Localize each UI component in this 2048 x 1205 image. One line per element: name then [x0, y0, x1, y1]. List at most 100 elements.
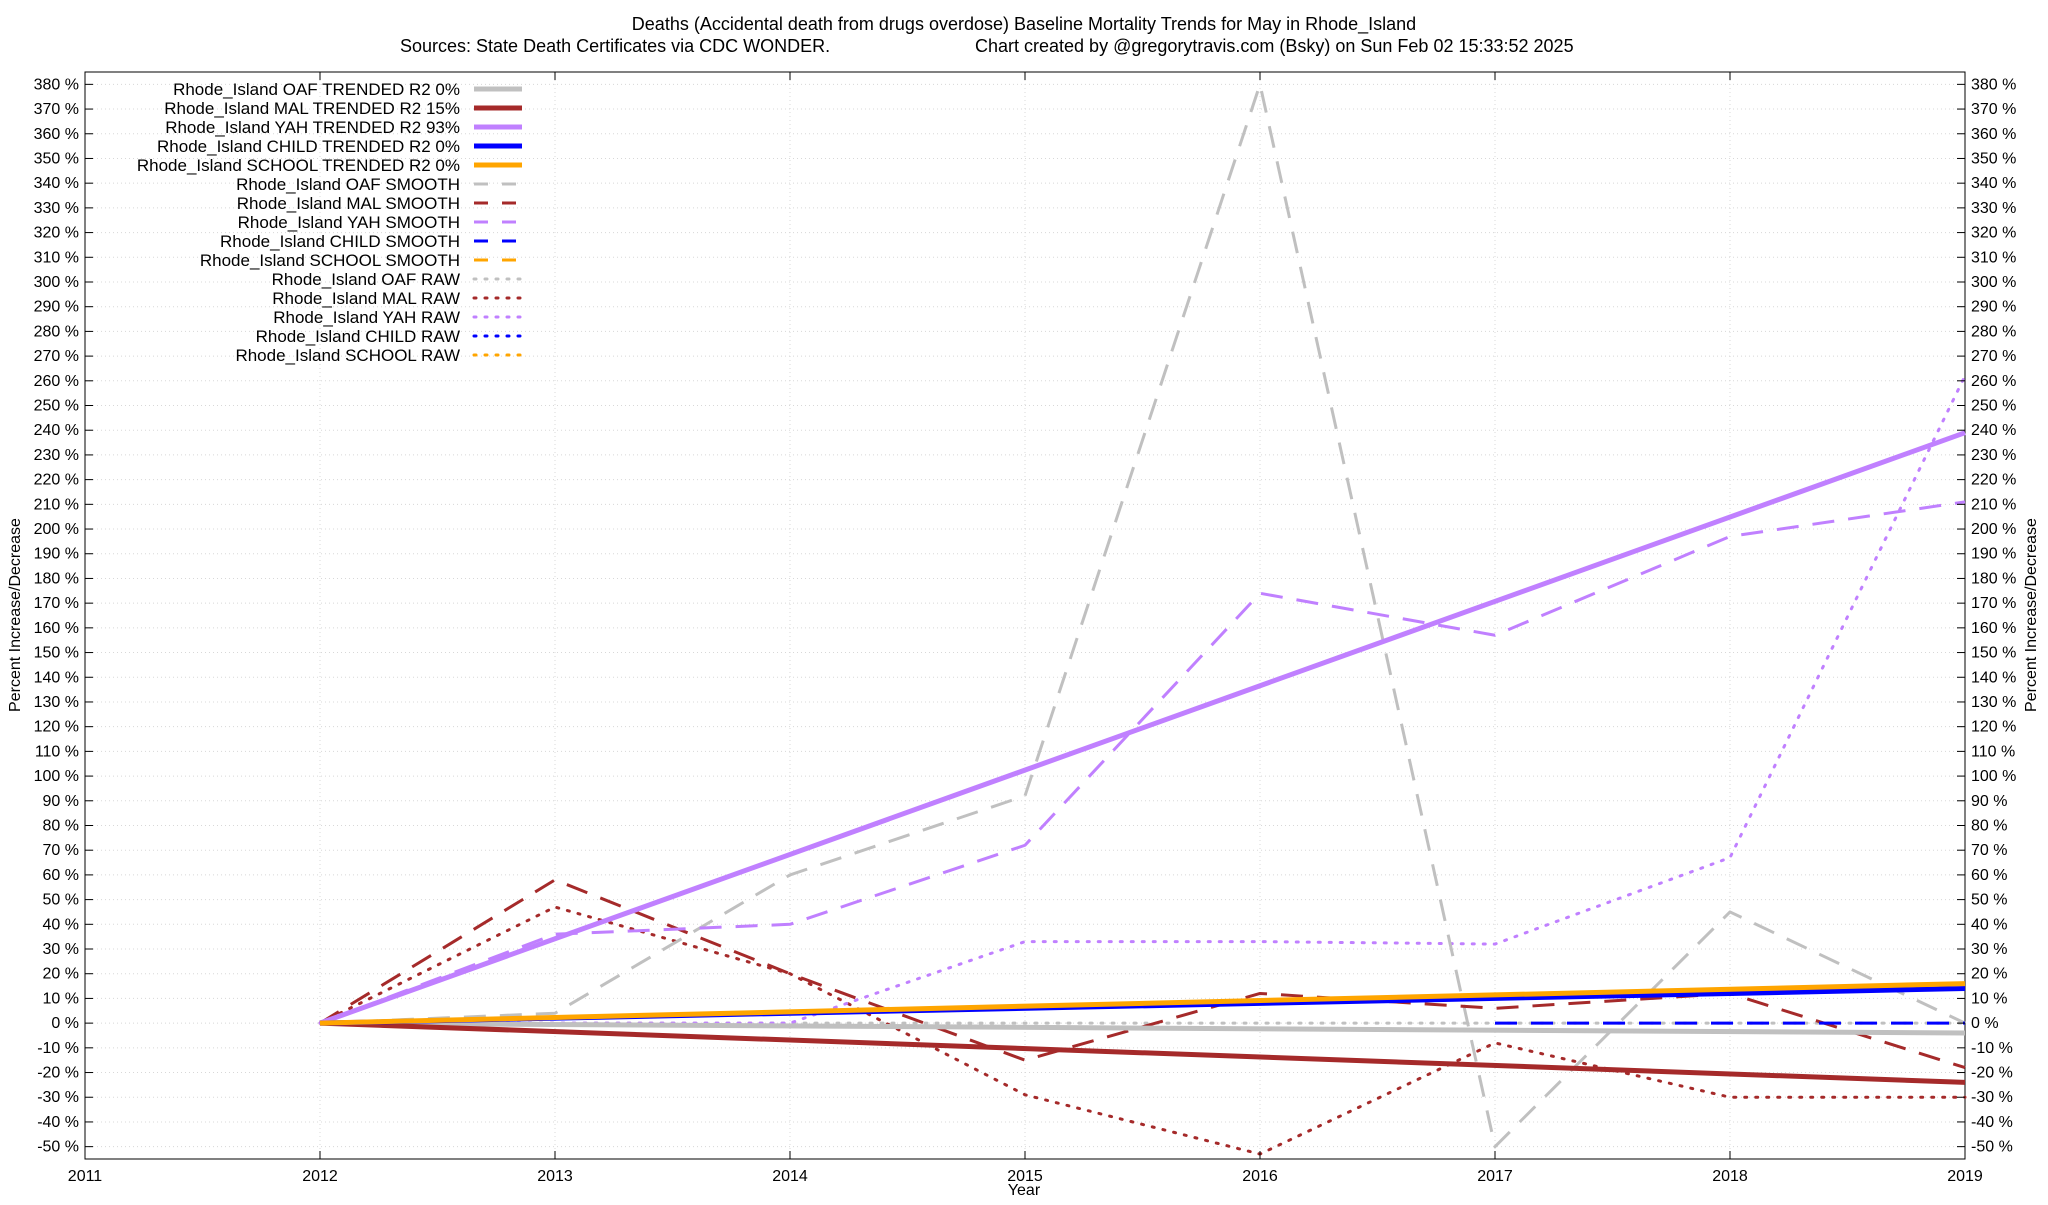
y2-tick-label: 210 % — [1971, 496, 2016, 513]
y2-tick-label: -20 % — [1971, 1065, 2013, 1082]
y2-tick-label: 300 % — [1971, 274, 2016, 291]
y2-tick-label: 70 % — [1971, 842, 2007, 859]
chart-subtitle-source: Sources: State Death Certificates via CD… — [400, 36, 830, 56]
y-tick-label: 340 % — [34, 175, 79, 192]
y2-tick-label: 60 % — [1971, 867, 2007, 884]
y2-tick-label: 40 % — [1971, 916, 2007, 933]
y2-tick-label: 370 % — [1971, 101, 2016, 118]
legend-label-12: Rhode_Island YAH RAW — [273, 308, 460, 327]
y2-tick-label: 380 % — [1971, 76, 2016, 93]
x-tick-label: 2017 — [1477, 1168, 1513, 1185]
series-line-0 — [319, 1020, 1966, 1036]
x-tick-label: 2016 — [1242, 1168, 1278, 1185]
y2-tick-label: -30 % — [1971, 1089, 2013, 1106]
y2-tick-label: 20 % — [1971, 966, 2007, 983]
legend-label-7: Rhode_Island YAH SMOOTH — [238, 213, 460, 232]
y-tick-label: -50 % — [37, 1139, 79, 1156]
y-tick-label: 290 % — [34, 299, 79, 316]
y-tick-label: 280 % — [34, 323, 79, 340]
series-layer — [318, 82, 1967, 1156]
y-tick-label: 360 % — [34, 126, 79, 143]
y-tick-label: 100 % — [34, 768, 79, 785]
y2-tick-label: 190 % — [1971, 546, 2016, 563]
y2-tick-label: 340 % — [1971, 175, 2016, 192]
y2-tick-label: 220 % — [1971, 472, 2016, 489]
y-tick-label: 310 % — [34, 249, 79, 266]
legend-label-2: Rhode_Island YAH TRENDED R2 93% — [165, 118, 460, 137]
y2-tick-label: 350 % — [1971, 150, 2016, 167]
chart-subtitle-credit: Chart created by @gregorytravis.com (Bsk… — [975, 36, 1574, 56]
legend-label-1: Rhode_Island MAL TRENDED R2 15% — [164, 99, 460, 118]
axis-layer: -50 % -50 % -40 % -40 % -30 % -30 % -20 % -20 %… — [34, 72, 2016, 1185]
series-line-4 — [319, 981, 1966, 1026]
y-tick-label: 170 % — [34, 595, 79, 612]
y2-tick-label: 230 % — [1971, 447, 2016, 464]
y2-tick-label: 100 % — [1971, 768, 2016, 785]
y-tick-label: 160 % — [34, 620, 79, 637]
y-tick-label: 300 % — [34, 274, 79, 291]
y-tick-label: 40 % — [43, 916, 79, 933]
y2-tick-label: 330 % — [1971, 200, 2016, 217]
y2-tick-label: 50 % — [1971, 892, 2007, 909]
y-tick-label: 130 % — [34, 694, 79, 711]
grid-layer — [84, 72, 1966, 1159]
y2-tick-label: 150 % — [1971, 645, 2016, 662]
y2-tick-label: 90 % — [1971, 793, 2007, 810]
y2-tick-label: 310 % — [1971, 249, 2016, 266]
y-tick-label: 80 % — [43, 817, 79, 834]
y2-tick-label: -50 % — [1971, 1139, 2013, 1156]
y2-tick-label: 140 % — [1971, 669, 2016, 686]
y-tick-label: -40 % — [37, 1114, 79, 1131]
legend-label-4: Rhode_Island SCHOOL TRENDED R2 0% — [137, 156, 460, 175]
series-line-7 — [319, 500, 1966, 1025]
y-tick-label: 50 % — [43, 892, 79, 909]
series-line-1 — [319, 1020, 1966, 1085]
y-tick-label: 10 % — [43, 990, 79, 1007]
y2-tick-label: 250 % — [1971, 398, 2016, 415]
y2-tick-label: 120 % — [1971, 719, 2016, 736]
y-tick-label: 0 % — [51, 1015, 79, 1032]
y2-tick-label: 160 % — [1971, 620, 2016, 637]
y-tick-label: 380 % — [34, 76, 79, 93]
y2-tick-label: 0 % — [1971, 1015, 1999, 1032]
y-tick-label: 260 % — [34, 373, 79, 390]
legend: Rhode_Island OAF TRENDED R2 0%Rhode_Isla… — [137, 80, 524, 365]
y2-tick-label: 30 % — [1971, 941, 2007, 958]
y2-tick-label: 360 % — [1971, 126, 2016, 143]
y-tick-label: 140 % — [34, 669, 79, 686]
series-line-5 — [319, 82, 1966, 1149]
legend-label-14: Rhode_Island SCHOOL RAW — [235, 346, 460, 365]
legend-label-9: Rhode_Island SCHOOL SMOOTH — [200, 251, 460, 270]
y2-tick-label: 270 % — [1971, 348, 2016, 365]
y-tick-label: 220 % — [34, 472, 79, 489]
y-tick-label: 200 % — [34, 521, 79, 538]
y2-tick-label: 260 % — [1971, 373, 2016, 390]
y-tick-label: 370 % — [34, 101, 79, 118]
y-tick-label: 320 % — [34, 225, 79, 242]
x-tick-label: 2015 — [1007, 1168, 1043, 1185]
y-tick-label: 210 % — [34, 496, 79, 513]
series-line-12 — [318, 374, 1967, 1025]
legend-label-8: Rhode_Island CHILD SMOOTH — [220, 232, 460, 251]
x-tick-label: 2018 — [1712, 1168, 1748, 1185]
y-tick-label: 70 % — [43, 842, 79, 859]
y2-tick-label: -40 % — [1971, 1114, 2013, 1131]
x-tick-label: 2019 — [1947, 1168, 1983, 1185]
legend-label-5: Rhode_Island OAF SMOOTH — [236, 175, 460, 194]
y-tick-label: 110 % — [35, 743, 79, 760]
y2-tick-label: 180 % — [1971, 570, 2016, 587]
legend-label-10: Rhode_Island OAF RAW — [272, 270, 460, 289]
y2-tick-label: 170 % — [1971, 595, 2016, 612]
y-tick-label: 230 % — [34, 447, 79, 464]
y-tick-label: -20 % — [37, 1065, 79, 1082]
y2-tick-label: 200 % — [1971, 521, 2016, 538]
series-line-6 — [319, 878, 1966, 1070]
x-tick-label: 2014 — [772, 1168, 808, 1185]
legend-label-0: Rhode_Island OAF TRENDED R2 0% — [173, 80, 460, 99]
chart-title: Deaths (Accidental death from drugs over… — [632, 14, 1416, 35]
y-tick-label: 330 % — [34, 200, 79, 217]
y2-tick-label: 280 % — [1971, 323, 2016, 340]
y-tick-label: 150 % — [34, 645, 79, 662]
